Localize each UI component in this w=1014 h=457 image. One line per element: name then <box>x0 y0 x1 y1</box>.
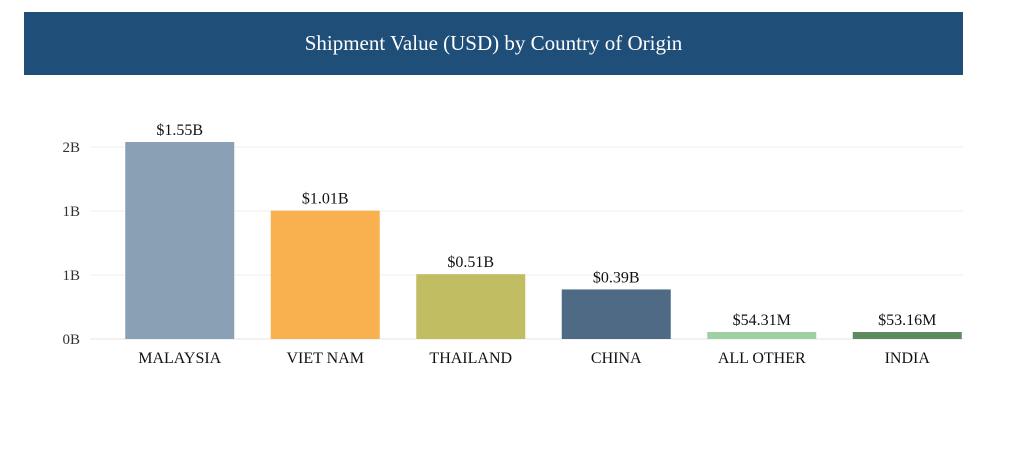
category-label: THAILAND <box>429 350 512 367</box>
bar <box>416 274 526 339</box>
bar <box>707 332 817 339</box>
data-label: $0.39B <box>593 269 640 286</box>
data-labels: $1.55B $1.01B $0.51B $0.39B $54.31M $53.16M <box>156 122 936 329</box>
category-label: VIET NAM <box>287 350 364 367</box>
data-label: $0.51B <box>447 254 494 271</box>
y-tick-label: 1B <box>62 268 80 284</box>
category-label: ALL OTHER <box>718 350 806 367</box>
data-label: $53.16M <box>878 312 936 329</box>
data-label: $1.01B <box>302 191 349 208</box>
bar <box>125 142 235 339</box>
bar <box>561 289 671 339</box>
y-tick-label: 0B <box>62 332 80 348</box>
gridlines <box>90 146 963 340</box>
y-tick-label: 1B <box>62 204 80 220</box>
category-label: CHINA <box>591 350 642 367</box>
title-bar: Shipment Value (USD) by Country of Origi… <box>24 12 963 75</box>
bar <box>270 210 380 339</box>
chart-title: Shipment Value (USD) by Country of Origi… <box>304 31 683 55</box>
data-label: $1.55B <box>156 122 203 139</box>
bar <box>852 332 962 339</box>
y-axis-ticks: 0B 1B 1B 2B <box>62 140 80 348</box>
category-labels: MALAYSIA VIET NAM THAILAND CHINA ALL OTHER IN… <box>138 350 930 367</box>
data-label: $54.31M <box>733 312 791 329</box>
category-label: MALAYSIA <box>138 350 221 367</box>
bars <box>125 142 962 339</box>
y-tick-label: 2B <box>62 140 80 156</box>
category-label: INDIA <box>885 350 931 367</box>
